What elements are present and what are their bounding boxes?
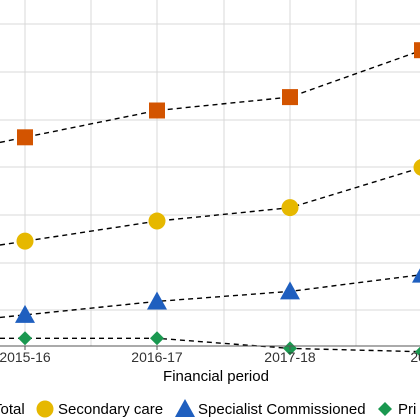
series-line-specialist-commissioned bbox=[0, 274, 420, 319]
series-total bbox=[0, 42, 420, 146]
series-layer bbox=[0, 42, 420, 357]
point-secondary-care-0 bbox=[16, 232, 34, 250]
series-primary-care bbox=[0, 331, 420, 357]
point-total-1 bbox=[149, 102, 165, 119]
point-secondary-care-3 bbox=[413, 159, 420, 176]
point-specialist-commissioned-3 bbox=[412, 268, 420, 283]
series-line-secondary-care bbox=[0, 167, 420, 246]
series-specialist-commissioned bbox=[0, 268, 420, 323]
x-axis-title: Financial period bbox=[163, 368, 269, 385]
legend-label-specialist-commissioned: Specialist Commissioned bbox=[198, 401, 366, 418]
legend-key-secondary-care bbox=[36, 400, 54, 418]
point-specialist-commissioned-2 bbox=[280, 281, 300, 300]
x-tick-label-3: 201 bbox=[410, 349, 420, 365]
point-secondary-care-2 bbox=[281, 199, 299, 217]
point-specialist-commissioned-0 bbox=[15, 304, 35, 323]
point-total-0 bbox=[17, 129, 33, 146]
x-axis: 2015-16 2016-17 2017-18 201 bbox=[0, 345, 420, 365]
point-specialist-commissioned-1 bbox=[147, 291, 167, 310]
legend-label-secondary-care: Secondary care bbox=[58, 401, 163, 418]
series-secondary-care bbox=[0, 159, 420, 250]
point-primary-care-1 bbox=[150, 331, 164, 346]
legend-label-total: Total bbox=[0, 401, 25, 418]
point-total-2 bbox=[282, 89, 298, 106]
point-secondary-care-1 bbox=[148, 212, 166, 230]
legend-key-primary-care bbox=[378, 402, 392, 416]
legend-label-primary-care: Pri bbox=[398, 401, 416, 418]
x-tick-label-1: 2016-17 bbox=[131, 349, 183, 365]
series-line-total bbox=[0, 50, 420, 144]
point-total-3 bbox=[414, 42, 420, 59]
legend-key-specialist-commissioned bbox=[175, 399, 195, 417]
grid-lines bbox=[0, 0, 420, 346]
series-line-primary-care bbox=[0, 337, 420, 353]
x-tick-label-0: 2015-16 bbox=[0, 349, 51, 365]
legend: Total Secondary care Specialist Commission… bbox=[0, 399, 416, 418]
x-tick-label-2: 2017-18 bbox=[264, 349, 316, 365]
point-primary-care-3 bbox=[415, 346, 420, 357]
point-primary-care-0 bbox=[18, 331, 32, 346]
